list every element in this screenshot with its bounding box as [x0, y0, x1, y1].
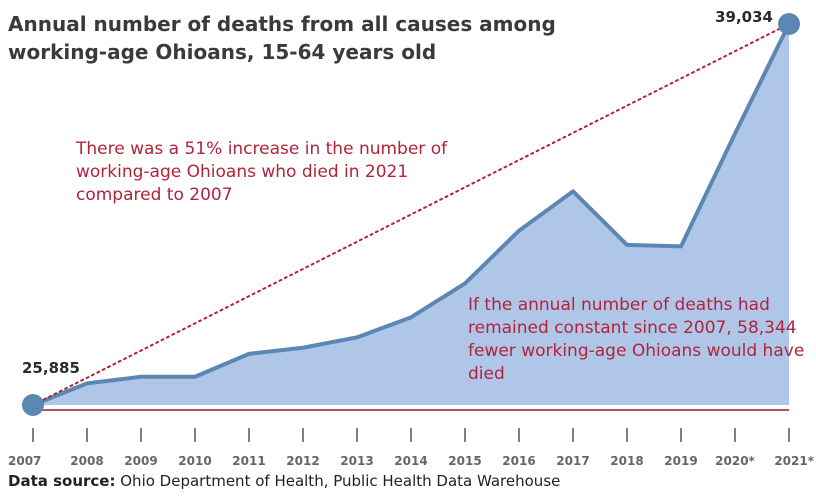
marker-point-start: [22, 394, 44, 416]
x-tick-label: 2013: [340, 454, 373, 468]
x-tick-label: 2008: [70, 454, 103, 468]
x-tick-label: 2014: [394, 454, 427, 468]
data-label: 39,034: [715, 8, 773, 26]
x-tick-label: 2011: [232, 454, 265, 468]
x-tick-label: 2010: [178, 454, 211, 468]
data-source-text: Ohio Department of Health, Public Health…: [120, 472, 561, 490]
annotation-increase: There was a 51% increase in the number o…: [76, 139, 448, 205]
x-tick-label: 2019: [664, 454, 697, 468]
x-tick-label: 2007: [8, 454, 41, 468]
chart-title: Annual number of deaths from all causes …: [8, 12, 556, 64]
data-label: 25,885: [22, 359, 80, 377]
series-area: [33, 24, 789, 405]
x-tick-label: 2016: [502, 454, 535, 468]
x-tick-label: 2021*: [774, 454, 814, 468]
annotation-fewer-deaths: If the annual number of deaths had remai…: [468, 295, 805, 384]
data-source: Data source: Ohio Department of Health, …: [8, 472, 560, 490]
x-tick-label: 2020*: [715, 454, 755, 468]
x-tick-label: 2018: [610, 454, 643, 468]
data-source-label: Data source:: [8, 472, 116, 490]
marker-point-end: [778, 13, 800, 35]
series-line: [32, 23, 791, 407]
x-tick-label: 2012: [286, 454, 319, 468]
x-tick-label: 2009: [124, 454, 157, 468]
x-tick-label: 2015: [448, 454, 481, 468]
x-tick-label: 2017: [556, 454, 589, 468]
